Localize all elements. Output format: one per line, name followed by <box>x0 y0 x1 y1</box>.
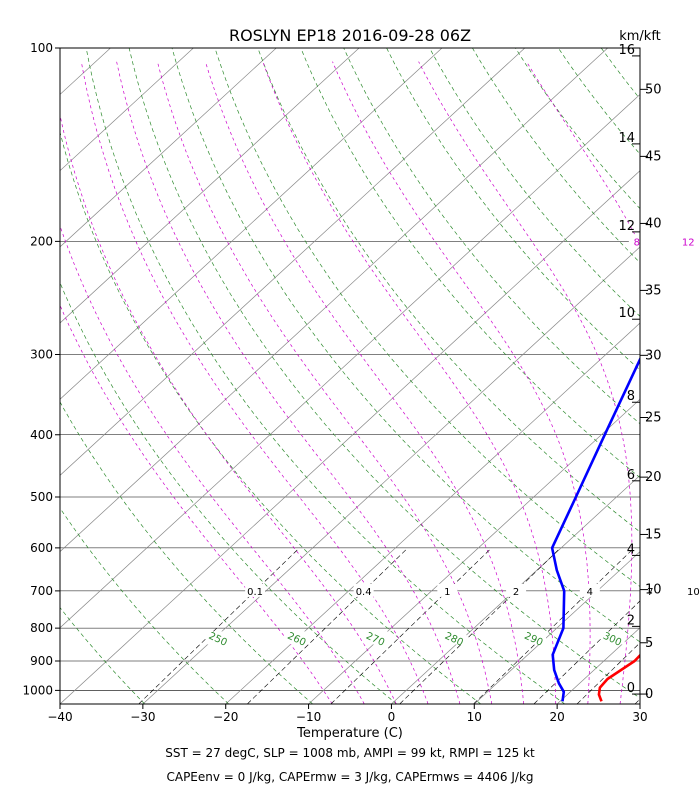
plot-frame <box>60 48 640 704</box>
isotherm-line <box>143 48 700 704</box>
pressure-tick-label: 700 <box>30 584 53 598</box>
x-tick-label: 10 <box>467 710 482 724</box>
dry-adiabat-line <box>0 48 229 704</box>
isotherm-line <box>640 48 700 704</box>
x-tick-label: −20 <box>213 710 238 724</box>
mixing-ratio-line <box>400 548 561 704</box>
isotherm-line <box>0 48 525 704</box>
isotherm-line <box>60 48 700 704</box>
dry-adiabat-line <box>344 48 700 704</box>
km-tick-label: 4 <box>627 542 635 557</box>
dry-adiabat-line <box>0 48 145 704</box>
km-tick-label: 16 <box>618 43 635 58</box>
mixing-ratio-label: 10 <box>687 587 700 598</box>
dry-adiabat-line <box>558 48 700 704</box>
isotherm-line <box>474 48 700 704</box>
km-tick-label: 12 <box>618 219 635 234</box>
dry-adiabat-line <box>601 48 700 704</box>
x-tick-label: 0 <box>388 710 396 724</box>
kft-tick-label: 40 <box>645 216 662 231</box>
moist-adiabat-line <box>419 62 632 704</box>
isotherm-line <box>309 48 700 704</box>
kft-tick-label: 25 <box>645 410 662 425</box>
pressure-tick-label: 400 <box>30 428 53 442</box>
moist-adiabat-label: 8 <box>634 237 640 248</box>
moist-adiabat-line <box>0 62 332 704</box>
kft-tick-label: 20 <box>645 470 662 485</box>
pressure-tick-label: 100 <box>30 41 53 55</box>
km-tick-label: 8 <box>627 389 635 404</box>
kft-tick-label: 30 <box>645 348 662 363</box>
pressure-tick-label: 200 <box>30 234 53 248</box>
mixing-ratio-label: 1 <box>444 587 450 598</box>
moist-adiabat-line <box>157 62 491 704</box>
isotherm-line <box>0 48 276 704</box>
mixing-ratio-line <box>635 548 700 704</box>
x-tick-label: 30 <box>632 710 647 724</box>
temperature-profile <box>599 48 700 701</box>
isotherm-line <box>557 48 700 704</box>
kft-tick-label: 50 <box>645 82 662 97</box>
mixing-ratio-label: 0.4 <box>356 587 372 598</box>
mixing-ratio-label: 4 <box>587 587 593 598</box>
x-tick-label: −10 <box>296 710 321 724</box>
dry-adiabat-line <box>0 48 61 704</box>
isotherm-line <box>226 48 700 704</box>
mixing-ratio-line <box>139 548 300 704</box>
moist-adiabat-line <box>117 62 460 704</box>
isotherm-line <box>0 48 359 704</box>
pressure-tick-label: 800 <box>30 621 53 635</box>
x-tick-label: −30 <box>130 710 155 724</box>
km-tick-label: 6 <box>627 468 635 483</box>
isotherm-line <box>0 48 28 704</box>
mixing-ratio-label: 2 <box>513 587 519 598</box>
moist-adiabat-label: 12 <box>682 237 695 248</box>
footer-line-1: SST = 27 degC, SLP = 1008 mb, AMPI = 99 … <box>0 746 700 760</box>
moist-adiabat-line <box>205 62 523 704</box>
pressure-tick-label: 900 <box>30 654 53 668</box>
kft-tick-label: 10 <box>645 583 662 598</box>
km-tick-label: 2 <box>627 613 635 628</box>
x-tick-label: 20 <box>550 710 565 724</box>
dry-adiabat-line <box>515 48 700 704</box>
moist-adiabat-line <box>333 62 591 704</box>
isotherm-line <box>0 48 111 704</box>
moist-adiabat-line <box>660 62 700 704</box>
km-tick-label: 14 <box>618 131 635 146</box>
moist-adiabat-line <box>50 62 396 704</box>
mixing-ratio-line <box>474 548 635 704</box>
dry-adiabat-line <box>0 48 313 704</box>
isotherm-line <box>0 48 442 704</box>
pressure-tick-label: 300 <box>30 347 53 361</box>
x-axis-label: Temperature (C) <box>296 726 403 741</box>
pressure-tick-label: 600 <box>30 541 53 555</box>
dry-adiabat-line <box>644 48 700 704</box>
right-axis-label: km/kft <box>619 29 661 44</box>
mixing-ratio-label: 0.1 <box>247 587 263 598</box>
kft-tick-label: 45 <box>645 149 662 164</box>
kft-tick-label: 0 <box>645 687 653 702</box>
kft-tick-label: 15 <box>645 527 662 542</box>
km-tick-label: 0 <box>627 681 635 696</box>
dry-adiabat-line <box>86 48 565 704</box>
dry-adiabat-line <box>472 48 700 704</box>
x-tick-label: −40 <box>47 710 72 724</box>
dry-adiabat-line <box>387 48 700 704</box>
kft-tick-label: 5 <box>645 636 653 651</box>
km-tick-label: 10 <box>618 306 635 321</box>
isotherm-line <box>391 48 700 704</box>
dry-adiabat-line <box>129 48 649 704</box>
chart-title: ROSLYN EP18 2016-09-28 06Z <box>229 26 471 45</box>
isotherm-line <box>0 48 193 704</box>
dewpoint-profile <box>552 48 700 701</box>
isotherm-line <box>0 48 608 704</box>
pressure-tick-label: 500 <box>30 490 53 504</box>
dry-adiabat-line <box>215 48 700 704</box>
footer-line-2: CAPEenv = 0 J/kg, CAPErmw = 3 J/kg, CAPE… <box>0 770 700 784</box>
pressure-tick-label: 1000 <box>22 683 53 697</box>
mixing-ratio-line <box>331 548 492 704</box>
kft-tick-label: 35 <box>645 283 662 298</box>
